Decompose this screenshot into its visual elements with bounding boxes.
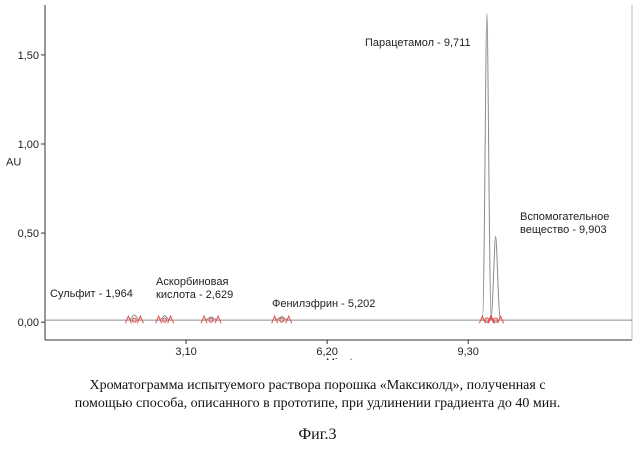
peak-apex-marker bbox=[162, 317, 168, 323]
peak-label: Аскорбиновая bbox=[156, 276, 228, 288]
peak-apex-marker bbox=[493, 317, 499, 323]
x-axis-title: Minutes bbox=[326, 357, 365, 360]
marker-layer bbox=[124, 314, 505, 324]
peak-trace bbox=[128, 314, 141, 321]
y-tick-label: 0,50 bbox=[18, 228, 39, 240]
peak-label: Парацетамол - 9,711 bbox=[365, 37, 471, 49]
peak-apex-marker bbox=[131, 317, 137, 323]
peak-apex-marker bbox=[208, 317, 214, 323]
axes: 0,00 0,50 1,00 1,50 3,10 6,20 9,30 Minutes AU bbox=[6, 5, 633, 360]
peak-apex-marker bbox=[279, 317, 285, 323]
y-tick-label: 0,00 bbox=[18, 317, 39, 329]
chromatogram-chart: 0,00 0,50 1,00 1,50 3,10 6,20 9,30 Minutes AU Су… bbox=[6, 5, 633, 360]
peak-label: Фенилэфрин - 5,202 bbox=[272, 298, 375, 310]
peak-end-marker bbox=[136, 314, 144, 324]
peak-end-marker bbox=[285, 314, 293, 324]
x-tick-label: 9,30 bbox=[457, 346, 478, 358]
peak-start-marker bbox=[124, 314, 132, 324]
peak-trace bbox=[481, 13, 492, 321]
caption-line-1: Хроматограмма испытуемого раствора порош… bbox=[89, 378, 546, 393]
peak-label: Сульфит - 1,964 bbox=[50, 288, 133, 300]
peak-end-marker bbox=[497, 314, 505, 324]
x-tick-label: 6,20 bbox=[316, 346, 337, 358]
peak-start-marker bbox=[478, 314, 486, 324]
peak-end-marker bbox=[167, 314, 175, 324]
y-tick-label: 1,00 bbox=[18, 139, 39, 151]
peak-start-marker bbox=[200, 314, 208, 324]
peak-trace bbox=[274, 316, 289, 321]
peak-trace bbox=[204, 316, 219, 321]
peak-end-marker bbox=[214, 314, 222, 324]
figure-label: Фиг.3 bbox=[298, 426, 337, 443]
peak-trace bbox=[158, 315, 171, 321]
trace-layer bbox=[45, 13, 632, 321]
peak-start-marker bbox=[155, 314, 163, 324]
peak-start-marker bbox=[271, 314, 279, 324]
peak-start-marker bbox=[487, 314, 495, 324]
peak-label: кислота - 2,629 bbox=[156, 289, 233, 301]
caption-line-2: помощью способа, описанного в прототипе,… bbox=[74, 396, 561, 411]
y-tick-label: 1,50 bbox=[18, 50, 39, 62]
y-axis-title: AU bbox=[6, 156, 21, 168]
peak-label: вещество - 9,903 bbox=[520, 224, 607, 236]
peak-label: Вспомогательное bbox=[520, 211, 609, 223]
x-tick-label: 3,10 bbox=[175, 346, 196, 358]
peak-trace bbox=[490, 235, 502, 321]
